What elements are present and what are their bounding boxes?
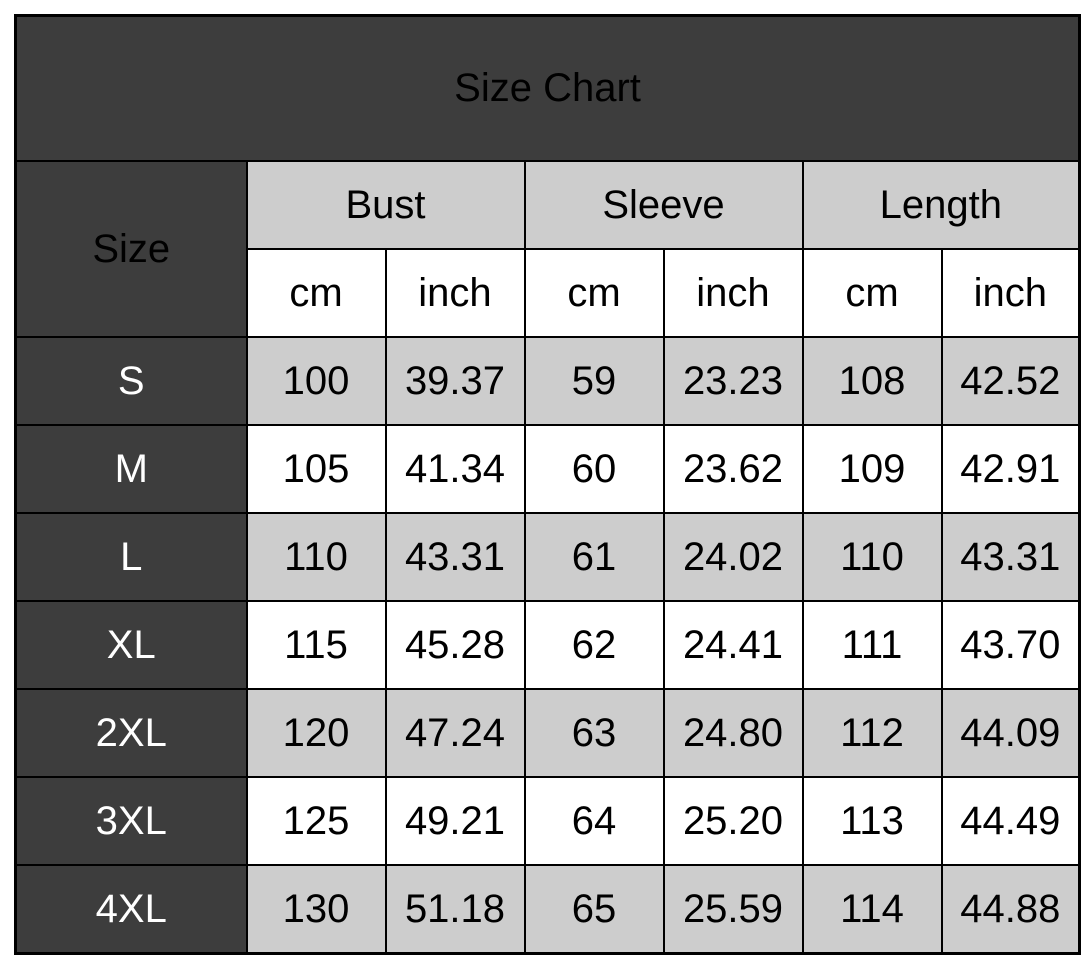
table-row-l: L 110 43.31 61 24.02 110 43.31 [14,512,1081,602]
table-row-m: M 105 41.34 60 23.62 109 42.91 [14,424,1081,514]
row-label-l: L [14,512,248,602]
table-row-4xl: 4XL 130 51.18 65 25.59 114 44.88 [14,864,1081,955]
row-label-3xl: 3XL [14,776,248,866]
row-label-s: S [14,336,248,426]
cell-m-bust-inch: 41.34 [384,424,526,514]
table-row-xl: XL 115 45.28 62 24.41 111 43.70 [14,600,1081,690]
column-header-length: Length [801,160,1081,250]
cell-4xl-length-inch: 44.88 [940,864,1081,955]
cell-3xl-bust-cm: 125 [245,776,387,866]
row-label-xl: XL [14,600,248,690]
size-chart-table: Size Chart Size Bust Sleeve Length cm in… [14,14,1082,955]
column-header-sleeve: Sleeve [523,160,804,250]
cell-3xl-bust-inch: 49.21 [384,776,526,866]
cell-l-length-inch: 43.31 [940,512,1081,602]
cell-xl-sleeve-cm: 62 [523,600,665,690]
cell-s-sleeve-cm: 59 [523,336,665,426]
cell-s-bust-inch: 39.37 [384,336,526,426]
cell-2xl-bust-inch: 47.24 [384,688,526,778]
cell-l-length-cm: 110 [801,512,943,602]
table-row-s: S 100 39.37 59 23.23 108 42.52 [14,336,1081,426]
cell-m-length-inch: 42.91 [940,424,1081,514]
row-label-m: M [14,424,248,514]
cell-xl-sleeve-inch: 24.41 [662,600,804,690]
row-label-4xl: 4XL [14,864,248,955]
unit-header-sleeve-cm: cm [523,248,665,338]
unit-header-length-cm: cm [801,248,943,338]
cell-4xl-length-cm: 114 [801,864,943,955]
unit-header-sleeve-inch: inch [662,248,804,338]
cell-s-length-cm: 108 [801,336,943,426]
cell-3xl-sleeve-inch: 25.20 [662,776,804,866]
cell-xl-bust-inch: 45.28 [384,600,526,690]
cell-xl-length-inch: 43.70 [940,600,1081,690]
cell-4xl-bust-cm: 130 [245,864,387,955]
column-header-bust: Bust [245,160,526,250]
cell-s-length-inch: 42.52 [940,336,1081,426]
column-header-size: Size [14,160,248,338]
cell-xl-bust-cm: 115 [245,600,387,690]
unit-header-row: cm inch cm inch cm inch [16,248,1081,338]
cell-4xl-sleeve-cm: 65 [523,864,665,955]
cell-4xl-sleeve-inch: 25.59 [662,864,804,955]
cell-s-bust-cm: 100 [245,336,387,426]
cell-2xl-sleeve-cm: 63 [523,688,665,778]
cell-s-sleeve-inch: 23.23 [662,336,804,426]
cell-l-bust-cm: 110 [245,512,387,602]
cell-2xl-length-inch: 44.09 [940,688,1081,778]
cell-2xl-bust-cm: 120 [245,688,387,778]
cell-4xl-bust-inch: 51.18 [384,864,526,955]
cell-3xl-length-inch: 44.49 [940,776,1081,866]
cell-l-bust-inch: 43.31 [384,512,526,602]
cell-m-sleeve-cm: 60 [523,424,665,514]
cell-l-sleeve-inch: 24.02 [662,512,804,602]
cell-3xl-length-cm: 113 [801,776,943,866]
cell-3xl-sleeve-cm: 64 [523,776,665,866]
unit-header-length-inch: inch [940,248,1081,338]
cell-l-sleeve-cm: 61 [523,512,665,602]
unit-header-bust-cm: cm [245,248,387,338]
table-row-3xl: 3XL 125 49.21 64 25.20 113 44.49 [14,776,1081,866]
cell-m-length-cm: 109 [801,424,943,514]
table-row-2xl: 2XL 120 47.24 63 24.80 112 44.09 [14,688,1081,778]
group-header-row: Size Bust Sleeve Length [14,160,1081,338]
cell-2xl-sleeve-inch: 24.80 [662,688,804,778]
cell-m-sleeve-inch: 23.62 [662,424,804,514]
cell-xl-length-cm: 111 [801,600,943,690]
row-label-2xl: 2XL [14,688,248,778]
title-row: Size Chart [14,14,1081,162]
unit-header-bust-inch: inch [384,248,526,338]
cell-2xl-length-cm: 112 [801,688,943,778]
cell-m-bust-cm: 105 [245,424,387,514]
page-title: Size Chart [14,14,1081,162]
